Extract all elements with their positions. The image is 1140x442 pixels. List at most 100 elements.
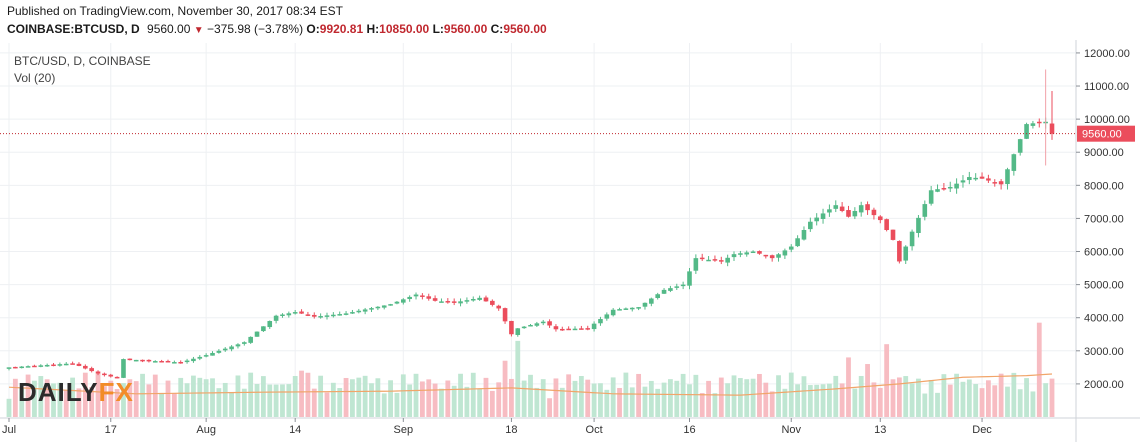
candle-body [528, 324, 533, 327]
volume-bar [6, 398, 12, 417]
candle-body [483, 297, 489, 302]
volume-bar [947, 384, 953, 417]
volume-bar [413, 373, 419, 417]
volume-bar [846, 357, 851, 417]
candle-body [884, 219, 889, 230]
volume-bar [827, 383, 832, 417]
candle-body [814, 217, 819, 222]
close-label: C: [490, 22, 504, 36]
candle-body [51, 364, 56, 367]
volume-bar [572, 380, 578, 417]
volume-bar [890, 379, 896, 417]
candle-body [337, 314, 343, 316]
candle-body [477, 297, 482, 300]
candle-body [865, 204, 870, 211]
y-tick-label: 8000.00 [1084, 180, 1124, 192]
volume-bar [51, 383, 56, 417]
candle-body [451, 301, 457, 303]
candle-body [769, 255, 775, 259]
candle-body [350, 312, 355, 314]
candle-body [6, 367, 12, 369]
candle-body [369, 308, 374, 310]
open-value: 9920.81 [319, 22, 364, 36]
volume-bar [248, 372, 254, 417]
volume-bar [267, 384, 273, 417]
volume-bar [998, 373, 1004, 417]
volume-bar [750, 378, 756, 417]
candle-body [216, 350, 222, 353]
candle-body [731, 254, 737, 258]
candle-body [909, 231, 915, 247]
candle-body [413, 294, 419, 297]
candle-body [553, 326, 559, 330]
candle-body [674, 286, 680, 288]
last-price-tag [1077, 125, 1135, 142]
volume-bar [388, 380, 393, 417]
volume-bar [865, 364, 870, 417]
volume-bar [451, 385, 457, 417]
volume-bar [839, 383, 845, 417]
candle-body [661, 289, 667, 294]
volume-bar [25, 374, 31, 417]
x-tick-label: Jul [2, 424, 16, 436]
candle-body [649, 298, 654, 304]
candle-body [827, 209, 832, 213]
volume-bar [528, 374, 533, 417]
volume-bar [216, 388, 222, 417]
volume-bar [699, 393, 705, 417]
candle-body [76, 363, 82, 366]
candle-body [852, 210, 858, 217]
candle-body [152, 361, 158, 363]
candle-body [439, 301, 444, 303]
volume-legend: Vol (20) [14, 71, 56, 85]
volume-bar [916, 378, 921, 417]
volume-bar [273, 384, 279, 417]
candle-body [70, 363, 75, 365]
candle-body [470, 299, 476, 301]
candle-body [1036, 121, 1042, 124]
candle-body [559, 328, 565, 331]
candle-body [579, 328, 584, 330]
volume-bar [744, 379, 750, 417]
volume-bar [559, 387, 565, 417]
volume-bar [884, 344, 890, 417]
volume-bar [941, 374, 947, 417]
volume-bar [12, 378, 18, 417]
volume-bar [324, 392, 330, 417]
volume-bar [820, 384, 826, 417]
volume-bar [369, 383, 374, 417]
y-tick-label: 12000.00 [1084, 48, 1130, 60]
volume-bar [629, 387, 635, 417]
candle-body [763, 254, 769, 257]
price-chart[interactable]: 2000.00 3000.00 4000.00 5000.00 6000.00 7000.… [0, 40, 1140, 442]
volume-bar [960, 381, 966, 417]
high-value: 10850.00 [379, 22, 430, 36]
volume-bar [280, 384, 285, 417]
volume-bar [788, 372, 794, 417]
candle-body [846, 210, 851, 217]
volume-bar [489, 390, 495, 417]
y-tick-label: 10000.00 [1084, 114, 1130, 126]
volume-bar [655, 388, 661, 417]
candle-body [534, 323, 540, 326]
y-tick-label: 6000.00 [1084, 247, 1124, 259]
candle-body [795, 238, 800, 247]
candle-body [95, 371, 101, 374]
candle-body [833, 205, 839, 209]
volume-bar [801, 376, 807, 417]
volume-bar [318, 375, 324, 417]
series-legend: BTC/USD, D, COINBASE [14, 54, 151, 68]
volume-bar [63, 390, 69, 417]
candle-body [808, 221, 813, 230]
candle-body [388, 304, 393, 306]
candle-body [610, 309, 616, 316]
volume-bar [394, 392, 400, 417]
candle-body [540, 321, 546, 324]
candle-body [521, 326, 527, 329]
candle-body [706, 259, 711, 262]
volume-bar [133, 381, 139, 417]
volume-bar [203, 379, 209, 417]
candle-body [38, 365, 44, 367]
y-tick-label: 4000.00 [1084, 313, 1124, 325]
candle-body [496, 305, 502, 309]
